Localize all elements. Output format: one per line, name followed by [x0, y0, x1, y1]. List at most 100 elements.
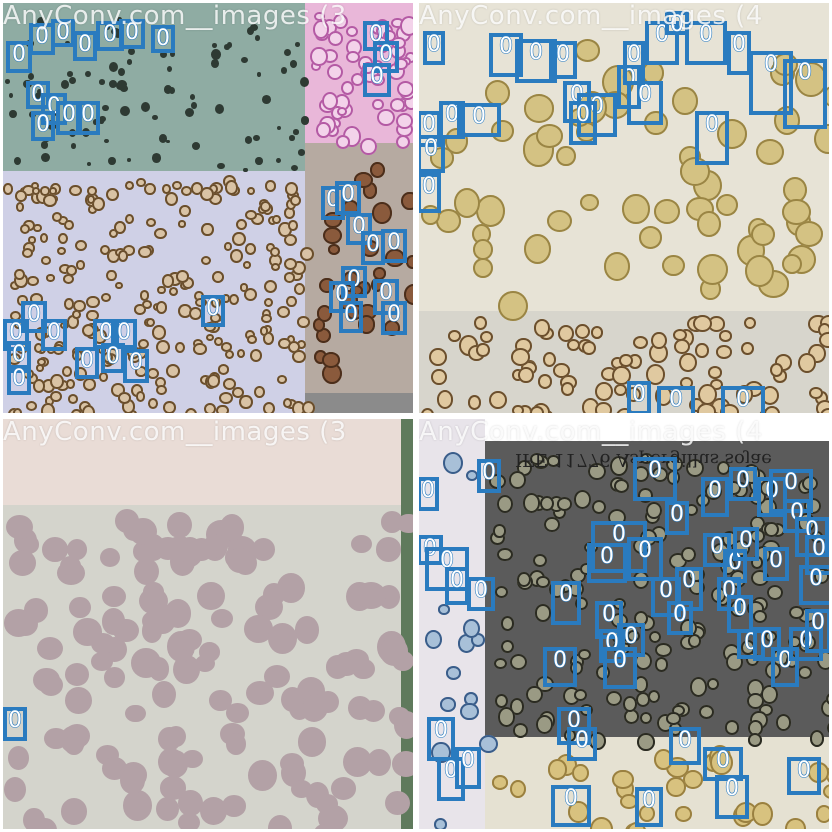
cell: [510, 348, 530, 366]
cell: [49, 187, 58, 195]
detection-label: 0: [728, 550, 742, 575]
cell: [517, 405, 532, 413]
cell: [497, 494, 514, 514]
cell: [14, 320, 25, 330]
cell: [250, 24, 259, 32]
cell: [335, 135, 351, 149]
cell: [158, 727, 181, 751]
cell: [43, 194, 58, 207]
detection-box: 0: [111, 319, 137, 349]
detection-label: 0: [341, 182, 355, 207]
cell: [301, 401, 316, 413]
cell: [289, 59, 298, 68]
cell: [302, 694, 328, 722]
cell: [497, 290, 528, 322]
detection-label: 0: [556, 42, 570, 67]
cell: [682, 770, 703, 790]
cell: [788, 636, 802, 649]
cell: [370, 73, 385, 87]
cell: [280, 686, 305, 713]
cell: [706, 677, 720, 690]
detection-label: 0: [499, 34, 513, 59]
cell: [249, 348, 263, 363]
cell: [399, 15, 413, 36]
detection-label: 0: [612, 522, 626, 547]
cell: [199, 187, 214, 202]
detection-box: 0: [595, 601, 623, 639]
detection-box: 0: [685, 21, 727, 65]
cell: [345, 51, 360, 64]
cell: [390, 98, 406, 113]
cell: [815, 805, 829, 823]
cell: [741, 341, 754, 355]
detection-label: 0: [422, 174, 436, 199]
detection-label: 0: [47, 320, 61, 345]
cell: [300, 77, 310, 88]
cell: [322, 227, 342, 245]
cell: [86, 161, 92, 167]
cell: [633, 676, 649, 693]
detection-label: 0: [482, 460, 496, 485]
cell: [212, 270, 225, 283]
cell: [254, 386, 266, 399]
cell: [391, 17, 404, 29]
cell: [574, 38, 601, 62]
detection-label: 0: [627, 42, 641, 67]
cell: [168, 287, 179, 297]
cell: [310, 46, 328, 67]
cell: [389, 706, 410, 726]
cell: [159, 776, 186, 800]
cell: [152, 325, 166, 340]
detection-label: 0: [12, 42, 26, 67]
cell: [377, 108, 396, 127]
cell: [40, 186, 50, 196]
cell: [86, 195, 95, 204]
cell: [704, 482, 723, 501]
cell: [316, 327, 332, 344]
cell: [38, 674, 63, 697]
cell: [142, 300, 152, 309]
cell: [239, 394, 253, 410]
detection-box: 0: [515, 39, 557, 83]
cell: [37, 637, 64, 661]
detection-box: 0: [727, 31, 751, 75]
cell: [21, 184, 35, 197]
cell: [472, 257, 493, 279]
cell: [710, 749, 733, 776]
detection-box: 0: [657, 386, 695, 413]
detection-box: 0: [549, 41, 577, 79]
cell: [20, 224, 31, 235]
cell: [724, 720, 740, 735]
cell: [510, 779, 527, 798]
cell: [293, 282, 305, 295]
cell: [174, 341, 186, 354]
cell: [70, 143, 76, 149]
detection-box: 0: [419, 477, 439, 511]
detection-box: 0: [651, 577, 681, 617]
cell: [699, 705, 715, 720]
cell: [64, 662, 90, 686]
cell: [789, 605, 804, 620]
cell: [823, 783, 829, 799]
cell: [117, 79, 127, 89]
cell: [612, 365, 631, 386]
cell: [751, 223, 776, 247]
cell: [340, 80, 355, 95]
cell: [626, 629, 641, 643]
cell: [66, 379, 76, 389]
cell: [286, 334, 296, 344]
detection-box: 0: [665, 11, 689, 38]
cell: [190, 102, 197, 109]
cell: [241, 56, 249, 64]
cell: [181, 185, 193, 197]
cell: [214, 103, 224, 115]
cell: [104, 138, 110, 144]
cell: [693, 315, 712, 333]
cell: [350, 284, 364, 297]
cell: [582, 340, 596, 355]
detection-box: 0: [427, 717, 455, 761]
cell: [261, 95, 271, 104]
cell: [211, 609, 234, 628]
